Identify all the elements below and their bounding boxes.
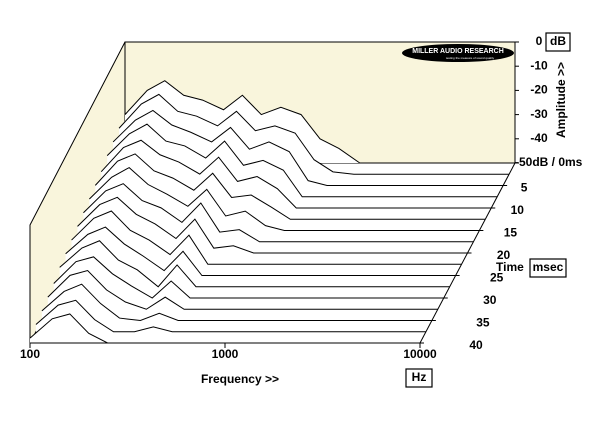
y-tick-label: -10 bbox=[530, 58, 548, 72]
slice-trace bbox=[47, 269, 438, 310]
slice-trace bbox=[35, 299, 426, 333]
y-tick-label: -50dB / 0ms bbox=[515, 155, 583, 169]
logo-badge bbox=[402, 44, 514, 62]
slice-trace bbox=[118, 93, 510, 175]
logo: MILLER AUDIO RESEARCH bbox=[412, 48, 504, 55]
x-axis-label: Frequency >> bbox=[201, 372, 279, 386]
x-tick-label: 100 bbox=[20, 347, 40, 361]
slice-trace bbox=[59, 240, 450, 288]
x-unit: Hz bbox=[412, 370, 427, 384]
z-tick-label: 10 bbox=[511, 203, 525, 217]
slice-trace bbox=[112, 109, 504, 186]
z-tick-label: 15 bbox=[504, 226, 518, 240]
z-tick-label: 35 bbox=[476, 316, 490, 330]
slice-trace bbox=[41, 283, 432, 322]
slice-trace bbox=[77, 196, 468, 254]
y-tick-label: 0 bbox=[536, 34, 543, 48]
slice-trace bbox=[94, 153, 486, 220]
slice-trace bbox=[65, 226, 456, 276]
y-axis-label: Amplitude >> bbox=[554, 62, 568, 138]
z-unit: msec bbox=[533, 260, 564, 274]
slice-trace bbox=[89, 166, 480, 231]
y-tick-label: -40 bbox=[530, 131, 548, 145]
slice-trace bbox=[100, 139, 492, 209]
slice-fill bbox=[77, 197, 468, 253]
slice-fill bbox=[83, 183, 474, 242]
traces bbox=[29, 80, 515, 344]
x-tick-label: 1000 bbox=[212, 347, 239, 361]
axes: MILLER AUDIO RESEARCH testing the measur… bbox=[20, 32, 583, 388]
y-unit: dB bbox=[550, 34, 566, 48]
slice-trace bbox=[71, 210, 462, 265]
z-tick-label: 20 bbox=[497, 248, 511, 262]
y-tick-label: -20 bbox=[530, 83, 548, 97]
z-tick-label: 40 bbox=[469, 338, 483, 352]
z-axis-label: Time bbox=[496, 260, 524, 274]
slice-fill bbox=[89, 167, 480, 231]
slice-trace bbox=[53, 256, 444, 299]
unit-box bbox=[529, 258, 567, 278]
edge bbox=[419, 162, 516, 344]
y-tick-label: -30 bbox=[530, 107, 548, 121]
slice-trace bbox=[124, 80, 515, 164]
z-tick-label: 30 bbox=[483, 293, 497, 307]
logo-tagline: testing the measure of sound quality bbox=[446, 56, 495, 60]
x-tick-label: 10000 bbox=[403, 347, 437, 361]
slice-trace bbox=[106, 123, 498, 198]
z-tick-label: 25 bbox=[490, 271, 504, 285]
slice-trace bbox=[83, 183, 474, 243]
unit-box bbox=[545, 32, 571, 52]
slice-fill bbox=[30, 313, 420, 343]
unit-box bbox=[405, 368, 433, 388]
z-tick-label: 5 bbox=[521, 181, 528, 195]
